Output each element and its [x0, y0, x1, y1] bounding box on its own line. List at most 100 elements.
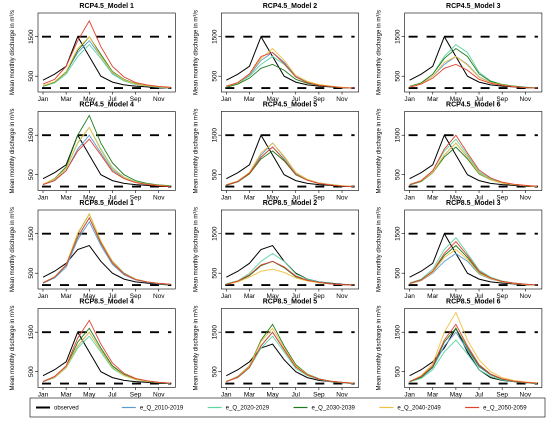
plot-frame: [221, 209, 359, 290]
x-tick-label: Jul: [108, 96, 117, 103]
x-tick-label: Mar: [427, 293, 439, 300]
y-tick-label: 500: [211, 70, 218, 81]
series-line: [42, 134, 171, 187]
series-line: [226, 252, 354, 286]
panel-title: RCP8.5_Model 6: [446, 299, 501, 306]
x-tick-label: Jul: [292, 96, 301, 103]
x-tick-label: May: [450, 392, 463, 399]
series-line: [226, 146, 354, 187]
series-line: [42, 319, 171, 384]
plot-frame: [37, 308, 176, 388]
series-line: [226, 142, 354, 187]
plot-frame: [37, 111, 176, 191]
plot-frame: [37, 209, 176, 290]
plot-frame: [404, 308, 543, 388]
series-line: [42, 335, 171, 384]
x-tick-label: Jan: [38, 96, 49, 103]
x-tick-label: Nov: [520, 293, 532, 300]
series-line: [226, 331, 354, 384]
y-tick-label: 500: [211, 267, 218, 278]
series-line: [226, 55, 354, 89]
y-axis-label: Mean monthly discharge in m³/s: [377, 207, 383, 292]
y-axis-label: Mean monthly discharge in m³/s: [10, 305, 16, 390]
x-tick-label: Sep: [496, 195, 508, 202]
x-tick-label: Mar: [61, 293, 73, 300]
panel-title: RCP8.5_Model 1: [79, 200, 134, 207]
x-tick-label: May: [83, 96, 96, 103]
x-tick-label: Nov: [153, 195, 165, 202]
x-tick-label: Nov: [336, 195, 348, 202]
plot-frame: [221, 111, 359, 191]
legend-label: e_Q_2030-2039: [312, 406, 356, 412]
x-tick-label: May: [266, 96, 279, 103]
series-line: [409, 142, 537, 187]
x-tick-label: Sep: [496, 392, 508, 399]
x-tick-label: Nov: [520, 96, 532, 103]
x-tick-label: Jul: [475, 96, 484, 103]
y-tick-label: 500: [395, 169, 402, 180]
series-line: [226, 134, 354, 188]
x-tick-label: Jan: [38, 293, 49, 300]
x-tick-label: Sep: [313, 293, 325, 300]
legend: observed e_Q_2010-2019 e_Q_2020-2029 e_Q_20…: [29, 397, 546, 418]
y-axis-label: Mean monthly discharge in m³/s: [193, 305, 199, 390]
y-tick-label: 1500: [28, 325, 35, 340]
x-tick-label: Nov: [520, 392, 532, 399]
y-tick-label: 500: [28, 267, 35, 278]
x-tick-label: Nov: [336, 392, 348, 399]
series-line: [409, 146, 537, 187]
x-tick-label: Jul: [475, 293, 484, 300]
y-tick-label: 1500: [211, 226, 218, 241]
x-tick-label: May: [266, 392, 279, 399]
panel-title: RCP4.5_Model 1: [79, 3, 134, 10]
y-tick-label: 1500: [395, 29, 402, 44]
x-tick-label: Jan: [404, 195, 415, 202]
x-tick-label: Sep: [130, 293, 142, 300]
series-line: [42, 138, 171, 187]
x-tick-label: Jan: [38, 392, 49, 399]
x-tick-label: Jul: [292, 195, 301, 202]
series-line: [226, 343, 354, 385]
y-axis-label: Mean monthly discharge in m³/s: [10, 108, 16, 193]
x-tick-label: Sep: [130, 96, 142, 103]
series-line: [226, 150, 354, 187]
x-tick-label: Sep: [130, 195, 142, 202]
plot-frame: [404, 111, 543, 191]
y-tick-label: 1500: [395, 128, 402, 143]
x-tick-label: Jan: [404, 96, 415, 103]
x-tick-label: Jan: [38, 195, 49, 202]
x-tick-label: Mar: [244, 293, 256, 300]
x-tick-label: Mar: [244, 96, 256, 103]
y-axis-label: Mean monthly discharge in m³/s: [10, 10, 16, 95]
legend-label: e_Q_2050-2059: [483, 406, 527, 412]
y-axis-label: Mean monthly discharge in m³/s: [193, 10, 199, 95]
x-tick-label: Jan: [221, 392, 232, 399]
legend-label: e_Q_2020-2029: [226, 406, 270, 412]
plot-frame: [221, 12, 359, 93]
series-line: [42, 134, 171, 188]
series-line: [42, 35, 171, 89]
series-line: [409, 63, 537, 89]
y-tick-label: 1500: [211, 128, 218, 143]
y-tick-label: 500: [28, 70, 35, 81]
series-line: [409, 244, 537, 286]
x-tick-label: Sep: [496, 293, 508, 300]
x-tick-label: Jul: [292, 293, 301, 300]
series-line: [226, 335, 354, 384]
series-line: [409, 240, 537, 286]
x-tick-label: Nov: [520, 195, 532, 202]
x-tick-label: Jan: [221, 96, 232, 103]
x-tick-label: Jul: [475, 195, 484, 202]
x-tick-label: Sep: [313, 96, 325, 103]
x-tick-label: Jan: [221, 293, 232, 300]
panel-title: RCP4.5_Model 3: [446, 3, 501, 10]
x-tick-label: Jul: [108, 195, 117, 202]
series-line: [42, 244, 171, 286]
y-tick-label: 500: [28, 366, 35, 377]
panel-title: RCP4.5_Model 2: [263, 3, 318, 10]
y-axis-label: Mean monthly discharge in m³/s: [193, 108, 199, 193]
y-axis-label: Mean monthly discharge in m³/s: [193, 207, 199, 292]
series-line: [409, 339, 537, 384]
series-line: [42, 43, 171, 89]
